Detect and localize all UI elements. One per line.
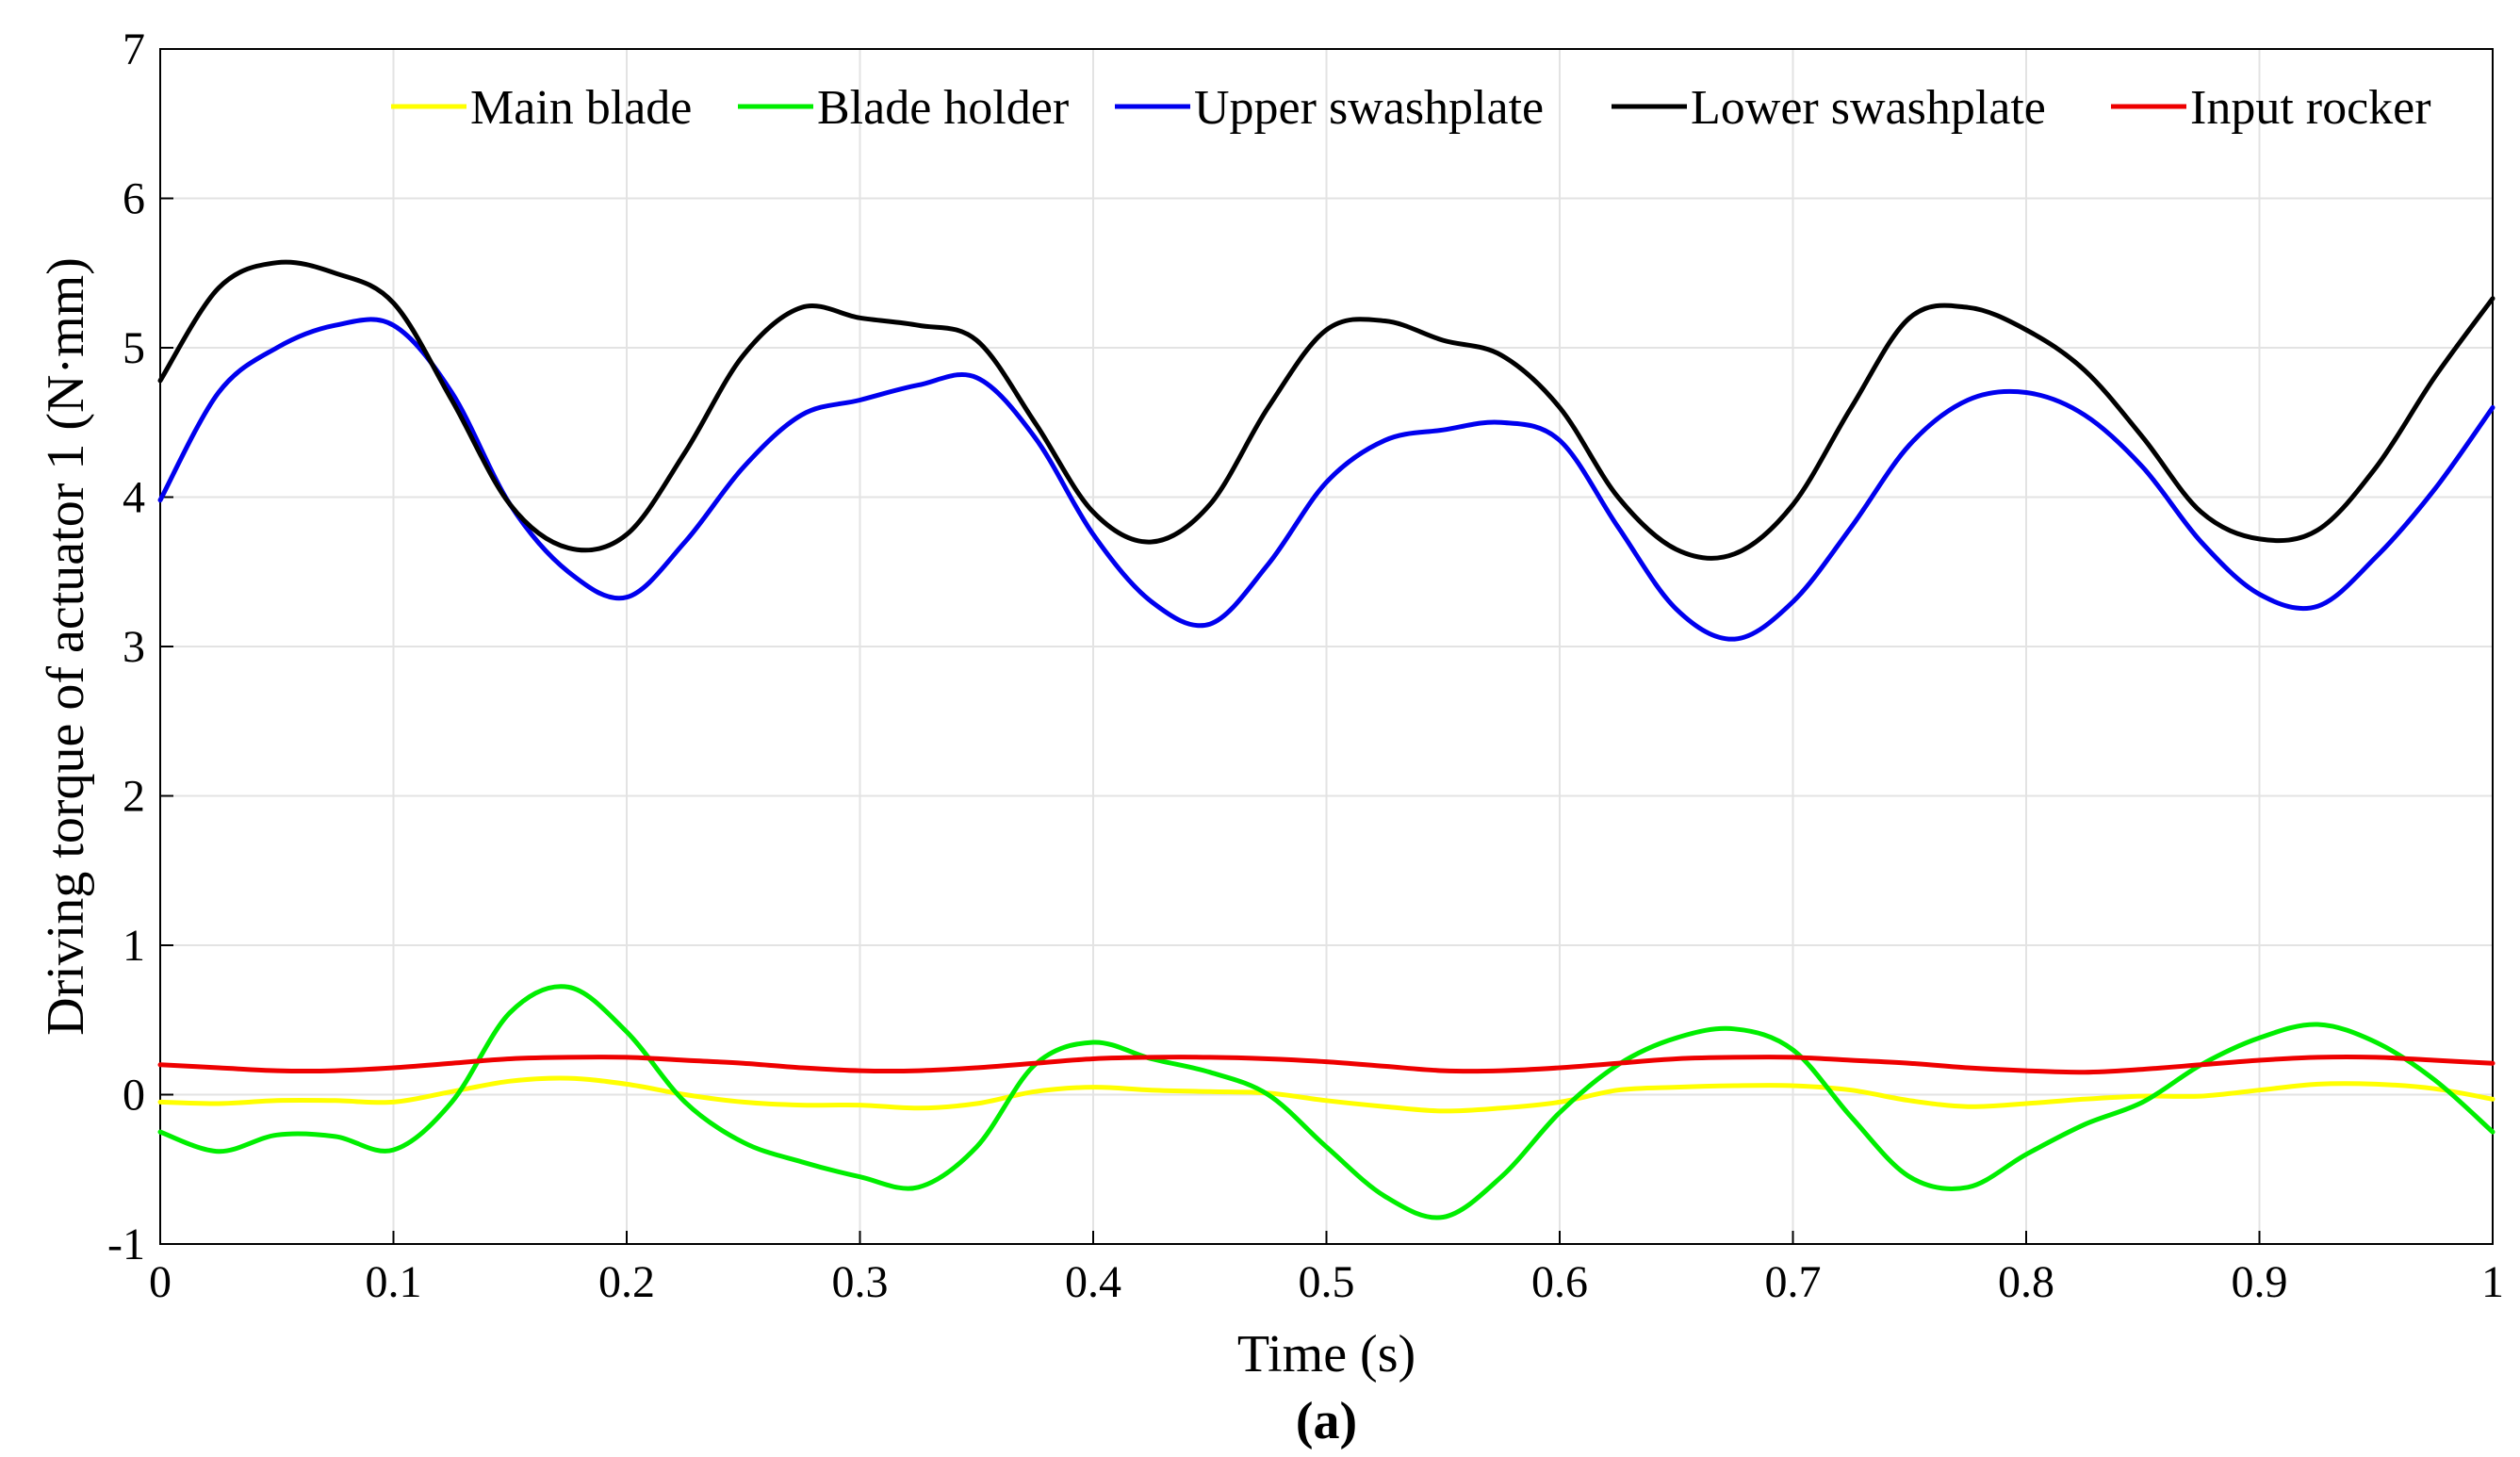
legend-label-upper-swashplate: Upper swashplate	[1194, 81, 1544, 135]
y-tick-label: 3	[123, 622, 145, 672]
x-axis-title: Time (s)	[1237, 1325, 1415, 1383]
series-line-main-blade	[157, 1075, 2495, 1114]
series-line-blade-holder	[157, 984, 2495, 1220]
x-tick-label: 0.5	[1299, 1257, 1355, 1307]
legend: Main blade Blade holder Upper swashplate Lo…	[391, 81, 2431, 135]
x-tick-label: 0.7	[1765, 1257, 1822, 1307]
legend-label-lower-swashplate: Lower swashplate	[1691, 81, 2046, 135]
y-tick-label: 2	[123, 772, 145, 822]
y-tick-label: 1	[123, 921, 145, 971]
x-tick-label: 0.2	[598, 1257, 655, 1307]
y-tick-label: -1	[107, 1220, 145, 1269]
x-tick-label: 0.8	[1998, 1257, 2054, 1307]
y-tick-label: 5	[123, 323, 145, 373]
legend-label-blade-holder: Blade holder	[817, 81, 1069, 135]
series-lines	[157, 259, 2495, 1220]
y-tick-label: 0	[123, 1071, 145, 1121]
x-tick-label: 0.4	[1065, 1257, 1121, 1307]
legend-label-main-blade: Main blade	[470, 81, 692, 135]
series-line-input-rocker	[157, 1054, 2495, 1075]
x-tick-label: 0	[149, 1257, 172, 1307]
panel-label: (a)	[1296, 1392, 1357, 1450]
y-tick-label: 7	[123, 25, 145, 74]
x-tick-label: 0.9	[2232, 1257, 2288, 1307]
legend-label-input-rocker: Input rocker	[2190, 81, 2431, 135]
y-tick-label: 4	[123, 473, 145, 523]
grid	[159, 48, 2494, 1245]
y-tick-label: 6	[123, 174, 145, 224]
y-axis-title: Driving torque of actuator 1 (N·mm)	[37, 257, 95, 1036]
x-tick-label: 1	[2481, 1257, 2504, 1307]
x-tick-label: 0.6	[1531, 1257, 1588, 1307]
x-tick-label: 0.1	[366, 1257, 422, 1307]
x-tick-label: 0.3	[832, 1257, 889, 1307]
series-line-lower-swashplate	[157, 259, 2495, 561]
series-line-upper-swashplate	[157, 317, 2495, 642]
